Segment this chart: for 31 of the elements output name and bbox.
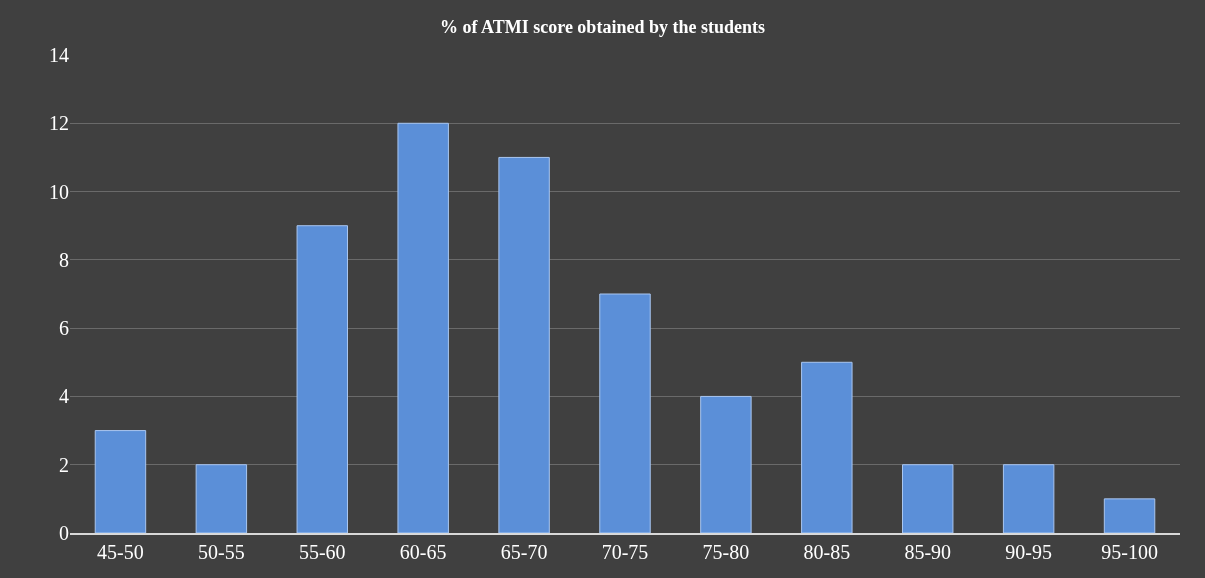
bar (1002, 464, 1055, 533)
x-tick-label: 70-75 (601, 540, 649, 563)
bar (296, 225, 348, 533)
bar (902, 464, 954, 533)
x-tick-label: 45-50 (97, 540, 144, 563)
x-tick-label: 75-80 (702, 540, 750, 563)
bar (498, 156, 550, 533)
bar (397, 122, 449, 533)
bar (1103, 498, 1156, 533)
y-tick-label: 2 (59, 453, 69, 476)
chart-title: % of ATMI score obtained by the students (440, 16, 765, 37)
x-tick-label: 65-70 (500, 540, 548, 563)
x-tick-label: 85-90 (904, 540, 952, 563)
x-tick-label: 60-65 (399, 540, 447, 563)
bar (195, 464, 248, 533)
bar (700, 395, 752, 533)
x-tick-label: 55-60 (298, 540, 346, 563)
bar (599, 293, 651, 533)
y-tick-label: 4 (59, 385, 69, 408)
y-tick-label: 0 (59, 522, 69, 544)
x-tick-label: 80-85 (803, 540, 851, 563)
y-tick-label: 12 (49, 112, 69, 135)
y-tick-label: 6 (59, 317, 69, 340)
y-tick-label: 10 (49, 180, 69, 203)
bar (801, 361, 853, 533)
x-tick-label: 90-95 (1005, 540, 1052, 563)
x-tick-label: 50-55 (198, 540, 245, 563)
bar (94, 430, 147, 533)
x-tick-label: 95-100 (1101, 540, 1158, 563)
y-tick-label: 14 (49, 44, 69, 66)
y-tick-label: 8 (59, 248, 69, 271)
